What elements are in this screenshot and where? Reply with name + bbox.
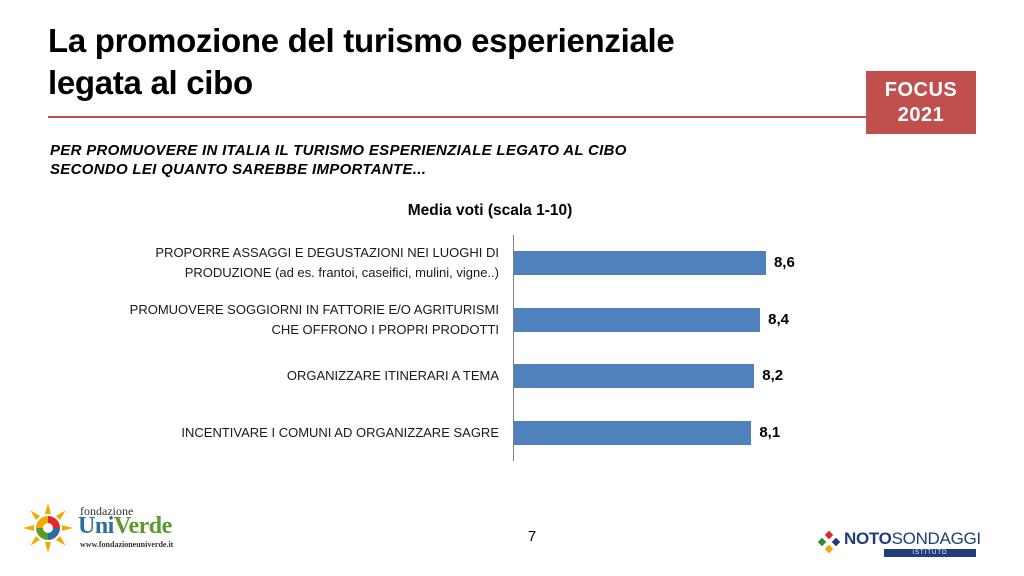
- slide-title: La promozione del turismo esperienziale …: [48, 20, 808, 104]
- univerde-logo-name-b: Verde: [113, 513, 172, 539]
- notosondaggi-logo-sub: ISTITUTO DEMOSCOPICO: [884, 549, 976, 564]
- bar-value-label: 8,4: [768, 310, 789, 328]
- bar-value-label: 8,2: [762, 367, 784, 385]
- univerde-logo-name-a: Uni: [78, 513, 114, 539]
- univerde-logo-url: www.fondazioneuniverde.it: [80, 540, 174, 549]
- univerde-logo-small: fondazione: [80, 504, 134, 518]
- category-label-line: INCENTIVARE I COMUNI AD ORGANIZZARE SAGR…: [181, 424, 499, 440]
- focus-badge: FOCUS 2021: [866, 71, 976, 134]
- slide-title-line1: La promozione del turismo esperienziale: [48, 22, 675, 59]
- notosondaggi-logo-name: NOTOSONDAGGI: [844, 530, 981, 548]
- slide-title-line2: legata al cibo: [48, 64, 253, 101]
- title-divider: [48, 116, 866, 118]
- chart-title: Media voti (scala 1-10): [407, 202, 573, 219]
- univerde-sun-icon: [23, 503, 73, 553]
- survey-question-line2: SECONDO LEI QUANTO SAREBBE IMPORTANTE...: [50, 161, 427, 178]
- category-label-line: ORGANIZZARE ITINERARI A TEMA: [286, 368, 499, 384]
- notosondaggi-logo: NOTOSONDAGGI ISTITUTO DEMOSCOPICO: [816, 528, 988, 564]
- category-label-line: PROMUOVERE SOGGIORNI IN FATTORIE E/O AGR…: [129, 301, 499, 317]
- category-label-line: CHE OFFRONO I PROPRI PRODOTTI: [271, 321, 499, 337]
- univerde-logo: fondazione UniVerde www.fondazioneuniver…: [22, 502, 192, 554]
- bar: [514, 364, 755, 389]
- survey-question-line1: PER PROMUOVERE IN ITALIA IL TURISMO ESPE…: [50, 142, 627, 159]
- notosondaggi-logo-a: NOTO: [844, 529, 892, 548]
- chart-category-axis: [513, 235, 514, 461]
- notosondaggi-logo-b: SONDAGGI: [891, 529, 982, 548]
- bar-value-label: 8,1: [759, 423, 781, 441]
- category-label-line: PRODUZIONE (ad es. frantoi, caseifici, m…: [184, 265, 499, 281]
- bar-value-label: 8,6: [773, 254, 795, 272]
- notosondaggi-dots-icon: [817, 530, 841, 554]
- category-label: INCENTIVARE I COMUNI AD ORGANIZZARE SAGR…: [59, 423, 499, 443]
- bar: [514, 251, 766, 276]
- survey-question: PER PROMUOVERE IN ITALIA IL TURISMO ESPE…: [50, 141, 850, 179]
- category-label-line: PROPORRE ASSAGGI E DEGUSTAZIONI NEI LUOG…: [155, 245, 499, 261]
- focus-badge-label: FOCUS: [884, 78, 958, 101]
- bar: [514, 307, 761, 332]
- page-number: 7: [527, 528, 537, 545]
- univerde-logo-name: UniVerde: [78, 513, 172, 540]
- category-label: PROMUOVERE SOGGIORNI IN FATTORIE E/O AGR…: [59, 300, 499, 340]
- focus-badge-year: 2021: [897, 103, 945, 126]
- category-label: PROPORRE ASSAGGI E DEGUSTAZIONI NEI LUOG…: [59, 243, 499, 283]
- category-label: ORGANIZZARE ITINERARI A TEMA: [59, 366, 499, 386]
- bar: [514, 420, 752, 445]
